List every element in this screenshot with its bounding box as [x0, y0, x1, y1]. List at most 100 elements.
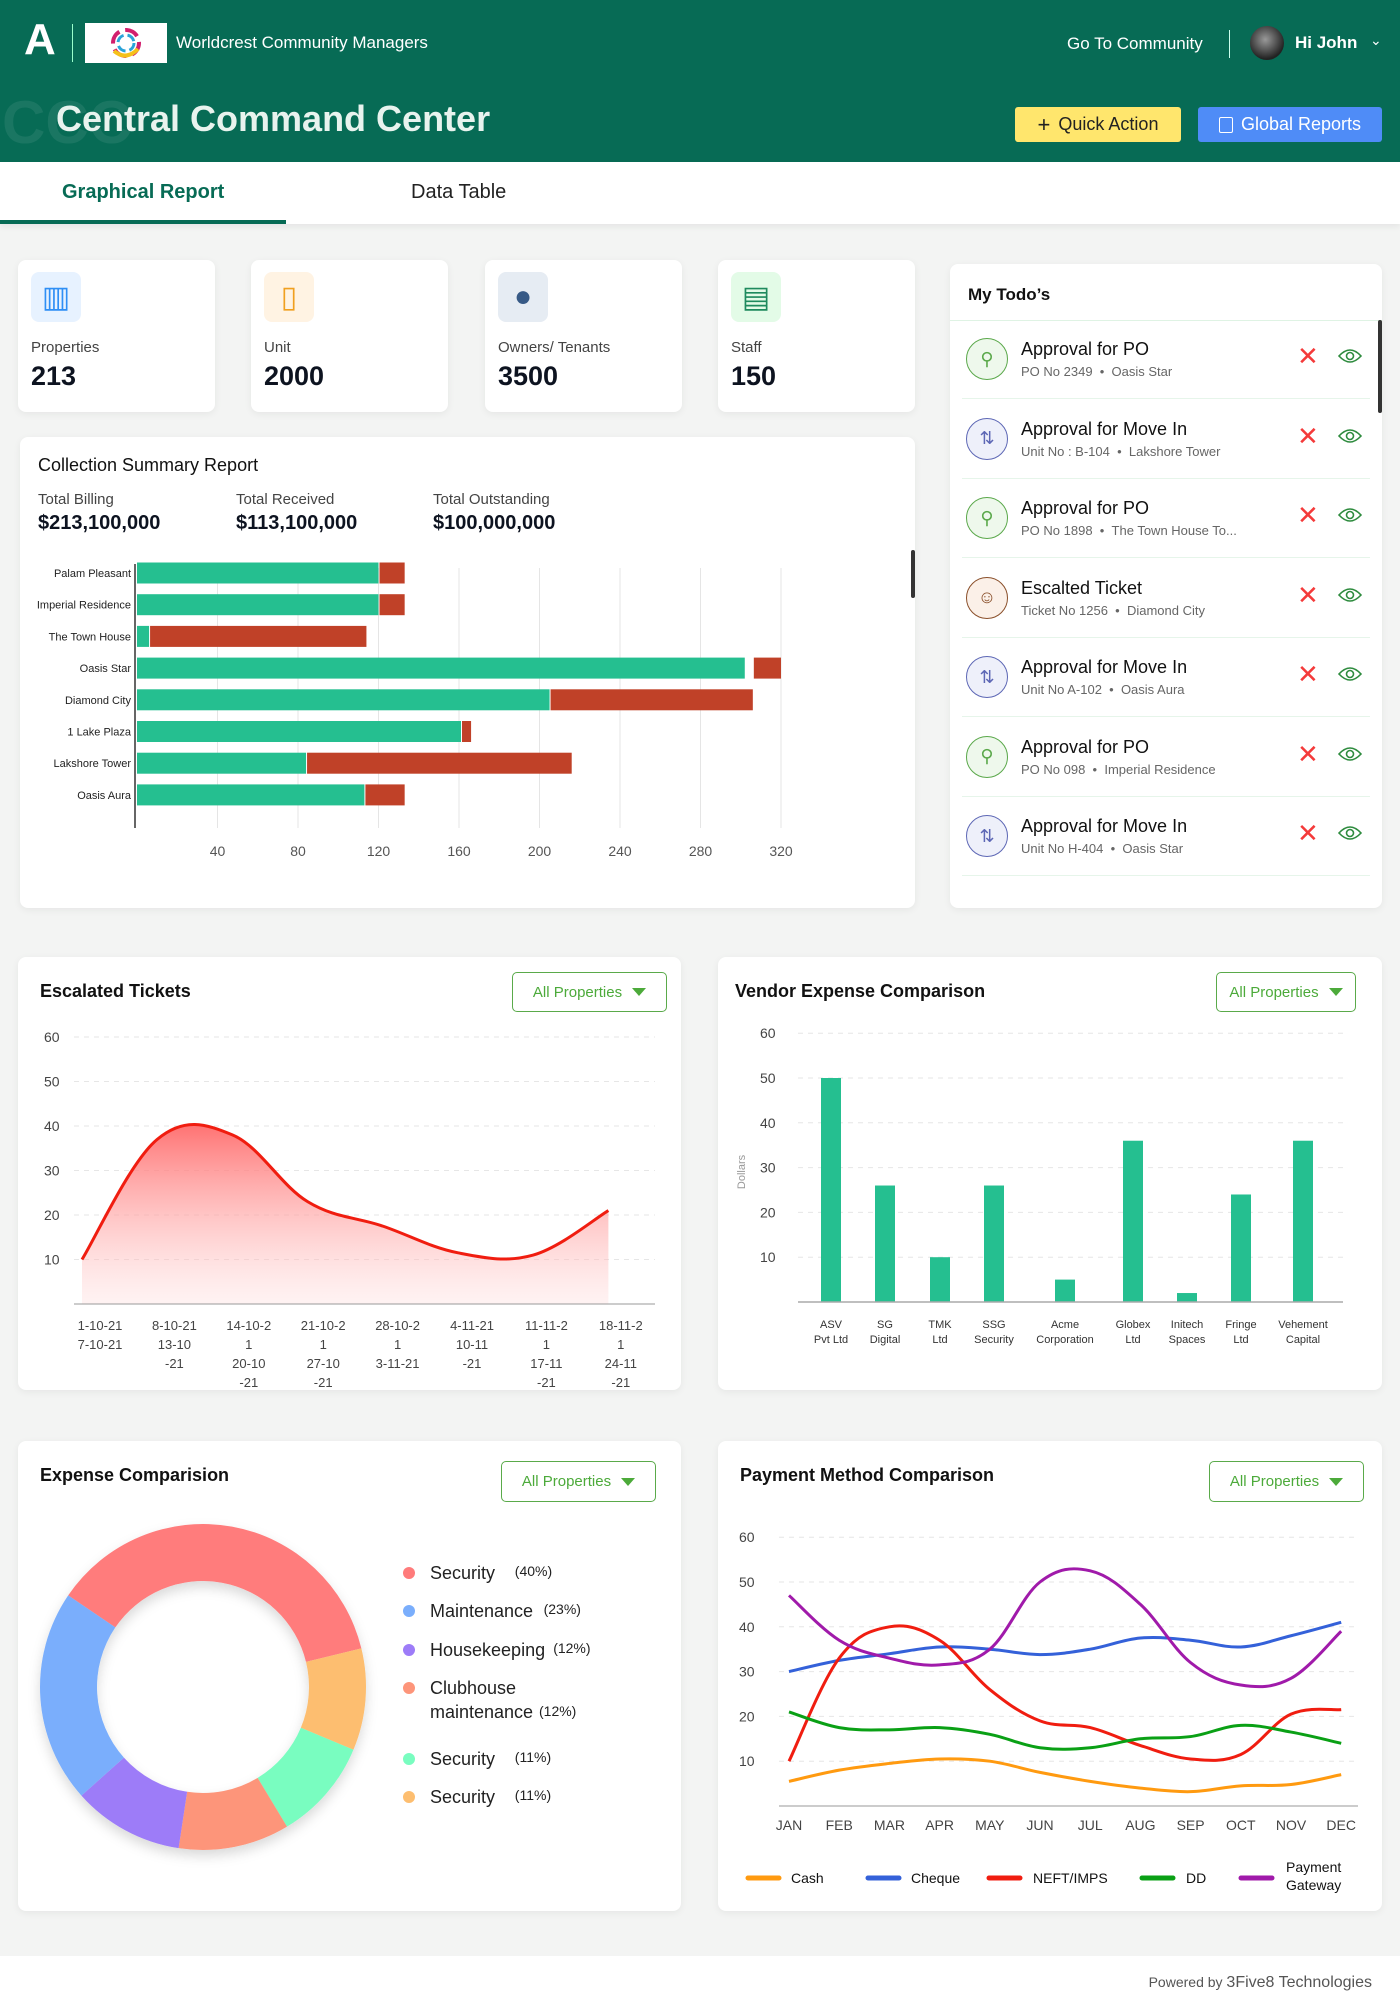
bar-outstanding[interactable]: [150, 625, 367, 647]
reject-icon[interactable]: ✕: [1297, 500, 1319, 530]
reject-icon[interactable]: ✕: [1297, 738, 1319, 769]
legend-label: Security: [430, 1563, 495, 1583]
todo-item[interactable]: ⇅ Approval for Move In Unit No : B-104 • L…: [962, 401, 1370, 479]
series-line[interactable]: [787, 1624, 1342, 1762]
legend-dot: [403, 1682, 415, 1694]
bar[interactable]: [1055, 1279, 1075, 1302]
x-tick-label: 3-11-21: [376, 1356, 420, 1371]
bar[interactable]: [1123, 1140, 1143, 1302]
go-to-community-link[interactable]: Go To Community: [1067, 34, 1203, 53]
view-icon[interactable]: [1337, 428, 1363, 449]
bullet-separator: •: [1103, 841, 1123, 856]
series-line[interactable]: [788, 1620, 1342, 1674]
x-tick-label: DEC: [1326, 1817, 1356, 1833]
reject-icon[interactable]: ✕: [1297, 579, 1319, 610]
bar-outstanding[interactable]: [753, 657, 781, 679]
property-filter-dropdown[interactable]: All Properties: [501, 1461, 656, 1502]
view-icon[interactable]: [1337, 587, 1363, 608]
bar-outstanding[interactable]: [379, 562, 405, 584]
todo-item[interactable]: ⚲ Approval for PO PO No 098 • Imperial Res…: [962, 719, 1370, 797]
x-tick-label: 27-10: [307, 1356, 340, 1371]
y-tick-label: 50: [739, 1574, 755, 1590]
view-icon[interactable]: [1337, 746, 1363, 767]
user-greeting[interactable]: Hi John: [1295, 33, 1358, 52]
todo-item[interactable]: ⇅ Approval for Move In Unit No H-404 • Oas…: [962, 798, 1370, 876]
bar-outstanding[interactable]: [462, 721, 472, 742]
donut-slice[interactable]: [81, 1757, 188, 1849]
x-tick-label: JUN: [1026, 1817, 1053, 1833]
avatar[interactable]: [1250, 26, 1284, 60]
property-filter-dropdown[interactable]: All Properties: [512, 972, 667, 1012]
view-icon[interactable]: [1337, 825, 1363, 846]
y-tick-label: 40: [760, 1115, 776, 1131]
escalated-tickets-chart: 10 20 30 40 50 60 1-10-21 7-10-21 8-10-21 13-10 -2…: [44, 1029, 655, 1390]
y-tick-label: The Town House: [49, 631, 131, 643]
quick-action-button[interactable]: + Quick Action: [1015, 107, 1181, 142]
y-axis-label: Dollars: [736, 1154, 748, 1189]
tab-data-table[interactable]: Data Table: [411, 181, 507, 203]
x-tick-label: 14-10-2: [226, 1318, 271, 1333]
view-icon[interactable]: [1337, 507, 1363, 528]
bar[interactable]: [930, 1257, 950, 1302]
reject-icon[interactable]: ✕: [1297, 818, 1319, 848]
app-logo[interactable]: A: [24, 15, 56, 64]
po-icon: ⚲: [966, 338, 1008, 380]
company-logo: [85, 23, 167, 63]
chevron-down-icon[interactable]: ⌄: [1370, 32, 1382, 48]
property-filter-dropdown[interactable]: All Properties: [1209, 1461, 1364, 1502]
y-tick-label: Oasis Aura: [77, 790, 132, 802]
bar-outstanding[interactable]: [365, 784, 405, 806]
series-line[interactable]: [80, 1123, 610, 1261]
bar[interactable]: [1293, 1140, 1313, 1302]
reject-icon[interactable]: ✕: [1297, 341, 1319, 371]
bar[interactable]: [875, 1185, 895, 1302]
view-icon[interactable]: [1337, 348, 1363, 369]
view-icon[interactable]: [1337, 666, 1363, 687]
bar[interactable]: [821, 1078, 841, 1302]
series-line[interactable]: [788, 1567, 1343, 1689]
donut-slice[interactable]: [68, 1524, 362, 1662]
series-line[interactable]: [788, 1710, 1342, 1751]
todo-item[interactable]: ⇅ Approval for Move In Unit No A-102 • Oas…: [962, 639, 1370, 717]
x-tick-label: Ltd: [1233, 1334, 1248, 1346]
bar-received[interactable]: [137, 594, 379, 616]
stat-label: Unit: [264, 339, 291, 356]
todo-scrollbar[interactable]: [1378, 320, 1382, 413]
y-tick-label: 50: [760, 1070, 776, 1086]
x-tick-label: Initech: [1171, 1319, 1203, 1331]
bar-received[interactable]: [137, 562, 379, 584]
todo-item[interactable]: ☺ Escalted Ticket Ticket No 1256 • Diamond…: [962, 560, 1370, 638]
donut-slice[interactable]: [178, 1777, 288, 1850]
bar-received[interactable]: [137, 657, 745, 679]
bar-received[interactable]: [137, 689, 550, 711]
bar-outstanding[interactable]: [550, 689, 753, 711]
x-tick-label: 24-11: [605, 1356, 637, 1371]
reject-icon[interactable]: ✕: [1297, 420, 1319, 451]
bar-received[interactable]: [137, 721, 462, 742]
tab-graphical-report[interactable]: Graphical Report: [62, 181, 225, 203]
bar[interactable]: [984, 1185, 1004, 1302]
x-tick-label: 18-11-2: [599, 1318, 643, 1333]
donut-slice[interactable]: [257, 1727, 354, 1827]
property-filter-dropdown[interactable]: All Properties: [1216, 972, 1356, 1012]
todo-item[interactable]: ⚲ Approval for PO PO No 1898 • The Town Ho…: [962, 480, 1370, 558]
donut-slice[interactable]: [39, 1595, 124, 1796]
bar[interactable]: [1177, 1293, 1197, 1302]
series-line[interactable]: [788, 1757, 1342, 1794]
bar-outstanding[interactable]: [307, 752, 572, 774]
scrollbar[interactable]: [911, 550, 915, 598]
donut-slice[interactable]: [300, 1648, 366, 1750]
bar-received[interactable]: [137, 784, 365, 806]
todo-item[interactable]: ⚲ Approval for PO PO No 2349 • Oasis Star ✕: [962, 321, 1370, 399]
bar-outstanding[interactable]: [379, 594, 405, 616]
todo-subtitle: Unit No A-102 • Oasis Aura: [1021, 682, 1185, 697]
global-reports-button[interactable]: Global Reports: [1198, 107, 1382, 142]
id-badge-icon: ▤: [731, 272, 781, 322]
todo-title: Approval for Move In: [1021, 816, 1188, 836]
bullet-separator: •: [1092, 523, 1112, 538]
bar-received[interactable]: [137, 625, 150, 647]
bar[interactable]: [1231, 1194, 1251, 1302]
x-tick-label: 40: [210, 843, 226, 859]
reject-icon[interactable]: ✕: [1297, 659, 1319, 689]
bar-received[interactable]: [137, 752, 307, 774]
